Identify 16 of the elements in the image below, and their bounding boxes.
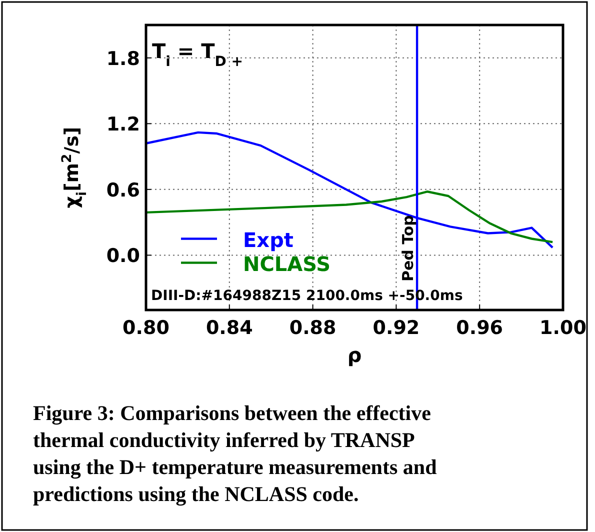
y-tick-label: 1.2 <box>106 114 140 136</box>
y-tick-label: 1.8 <box>106 48 140 70</box>
x-tick-label: 1.00 <box>540 317 586 339</box>
y-tick-label: 0.6 <box>106 179 140 202</box>
x-tick-label: 0.80 <box>122 317 170 339</box>
legend-label: NCLASS <box>243 252 331 276</box>
x-tick-label: 0.84 <box>206 317 253 339</box>
caption: Figure 3: Comparisons between the effective thermal conductivity inferred by TRANSP using the D+ temperature measurements and predictions using the NCLASS code. <box>33 401 438 506</box>
legend-label: Expt <box>243 228 294 252</box>
ref-line-label: Ped Top <box>399 214 418 282</box>
x-tick-label: 0.96 <box>456 317 504 339</box>
x-axis-title: ρ <box>347 343 362 367</box>
x-tick-label: 0.88 <box>289 317 336 339</box>
annotation: T$_{i}$ = T$_{D +}$ <box>152 39 244 70</box>
x-tick-label: 0.92 <box>372 317 420 339</box>
y-tick-label: 0.0 <box>106 245 140 268</box>
